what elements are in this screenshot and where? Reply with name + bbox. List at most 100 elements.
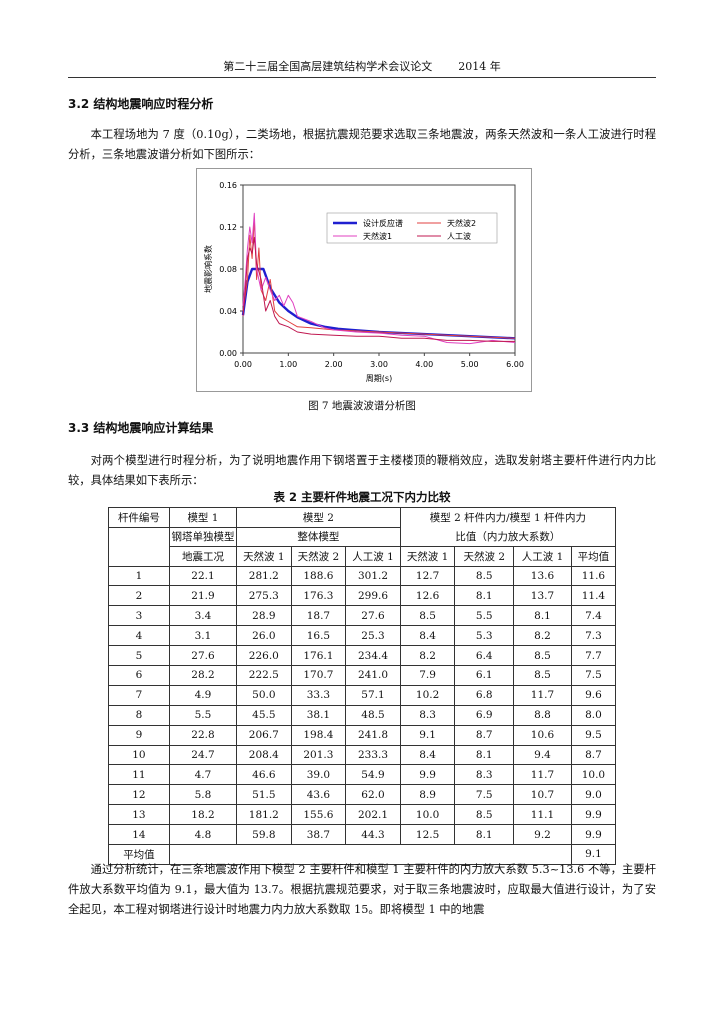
table-cell: 38.7 [290,824,347,845]
table-cell: 8.1 [454,744,515,766]
x-tick-label: 1.00 [279,360,297,369]
table-row: 9 22.8 206.7 198.4 241.8 9.1 8.7 10.6 9.5 [108,724,617,746]
table-cell: 11 [108,764,170,786]
table-cell: 39.0 [290,764,347,786]
x-tick-label: 6.00 [506,360,524,369]
table-cell: 7.7 [570,645,617,666]
paragraph-intro: 本工程场地为 7 度（0.10g），二类场地，根据抗震规范要求选取三条地震波，两… [68,128,656,161]
table-cell: 38.1 [290,704,347,726]
table-cell: 3.4 [168,605,238,627]
table-cell: 9.4 [513,744,572,766]
legend-label: 天然波1 [363,231,392,241]
table-cell: 9.5 [570,724,617,746]
header-ratio-desc: 比值（内力放大系数） [399,527,617,547]
header-model2: 模型 2 [236,507,401,528]
x-tick-label: 3.00 [370,360,388,369]
table-cell: 7.5 [570,664,617,686]
legend-box [326,212,498,244]
y-tick-label: 0.08 [219,265,237,274]
table-cell: 12.6 [399,585,456,607]
header-case: 地震工况 [168,546,238,567]
table-cell: 9 [108,724,170,746]
force-comparison-table: 杆件编号 模型 1 模型 2 模型 2 杆件内力/模型 1 杆件内力 钢塔单独模… [108,507,617,865]
header-model1-desc: 钢塔单独模型 [168,527,238,547]
table-cell: 4.9 [168,684,238,706]
x-tick-label: 5.00 [461,360,479,369]
table-cell: 11.6 [570,565,617,587]
table-cell: 7.9 [399,664,456,686]
table-cell: 21.9 [168,585,238,607]
table-cell: 22.1 [168,565,238,587]
table-cell: 57.1 [345,684,401,706]
table-cell: 222.5 [236,664,292,686]
section-heading-3-2: 3.2 结构地震响应时程分析 [68,97,214,111]
header-sub: 人工波 1 [345,546,401,567]
table-cell: 7 [108,684,170,706]
chart-frame: 0.00 0.04 0.08 0.12 0.16 0.00 1.00 2.00 3.00 4.00… [196,168,532,392]
paragraph-conclusion: 通过分析统计，在三条地震波作用下模型 2 主要杆件和模型 1 主要杆件的内力放大… [68,863,656,916]
header-blank [108,527,170,547]
x-tick-label: 2.00 [325,360,343,369]
table-cell: 206.7 [236,724,292,746]
table-row: 12 5.8 51.5 43.6 62.0 8.9 7.5 10.7 9.0 [108,784,617,806]
table-cell: 22.8 [168,724,238,746]
table-cell: 18.7 [290,605,347,627]
table-cell: 14 [108,824,170,845]
header-sub: 天然波 1 [236,546,292,567]
table-cell: 8.9 [399,784,456,806]
table-cell: 12 [108,784,170,806]
table-cell: 5.3 [454,625,515,647]
table-cell: 12.7 [399,565,456,587]
table-cell: 8.3 [399,704,456,726]
table-cell: 8.1 [454,824,515,845]
table-cell: 8.8 [513,704,572,726]
table-cell: 8.5 [399,605,456,627]
table-cell: 202.1 [345,804,401,826]
table-cell: 8.5 [513,645,572,666]
table-row: 6 28.2 222.5 170.7 241.0 7.9 6.1 8.5 7.5 [108,664,617,686]
table-cell: 301.2 [345,565,401,587]
table-row: 4 3.1 26.0 16.5 25.3 8.4 5.3 8.2 7.3 [108,625,617,647]
table-cell: 5.8 [168,784,238,806]
table-cell: 13.6 [513,565,572,587]
table-cell: 48.5 [345,704,401,726]
table-cell: 25.3 [345,625,401,647]
table-caption: 表 2 主要杆件地震工况下内力比较 [273,490,451,504]
avg-label: 平均值 [108,843,170,865]
table-cell: 6.1 [454,664,515,686]
x-tick-label: 4.00 [415,360,433,369]
table-cell: 10.2 [399,684,456,706]
table-cell: 33.3 [290,684,347,706]
table-cell: 9.9 [570,824,617,845]
table-cell: 8.2 [399,645,456,666]
table-row: 7 4.9 50.0 33.3 57.1 10.2 6.8 11.7 9.6 [108,684,617,706]
response-spectrum-chart: 0.00 0.04 0.08 0.12 0.16 0.00 1.00 2.00 3.00 4.00… [203,181,524,383]
table-cell: 62.0 [345,784,401,806]
y-tick-label: 0.16 [219,181,237,190]
page-header: 第二十三届全国高层建筑结构学术会议论文 2014 年 [68,58,656,78]
header-title: 第二十三届全国高层建筑结构学术会议论文 [223,60,433,73]
table-cell: 11.7 [513,764,572,786]
table-cell: 234.4 [345,645,401,666]
table-cell: 5.5 [168,704,238,726]
table-cell: 208.4 [236,744,292,766]
table-cell: 8.0 [570,704,617,726]
table-cell: 10.0 [399,804,456,826]
table-row: 3 3.4 28.9 18.7 27.6 8.5 5.5 8.1 7.4 [108,605,617,627]
table-cell: 4 [108,625,170,647]
header-sub: 天然波 2 [290,546,347,567]
table-row: 13 18.2 181.2 155.6 202.1 10.0 8.5 11.1 9.9 [108,804,617,826]
header-year: 2014 年 [458,60,501,73]
header-model2-desc: 整体模型 [236,526,401,547]
table-row: 11 4.7 46.6 39.0 54.9 9.9 8.3 11.7 10.0 [108,764,617,786]
table-cell: 16.5 [290,625,347,647]
table-cell: 13 [108,804,170,826]
table-cell: 13.7 [513,585,572,607]
table-cell: 1 [108,565,170,587]
table-cell: 176.3 [290,585,347,607]
table-cell: 176.1 [290,645,347,666]
table-cell: 6.9 [454,704,515,726]
table-cell: 5.5 [454,605,515,627]
table-cell: 9.9 [570,804,617,826]
table-cell: 59.8 [236,824,292,845]
